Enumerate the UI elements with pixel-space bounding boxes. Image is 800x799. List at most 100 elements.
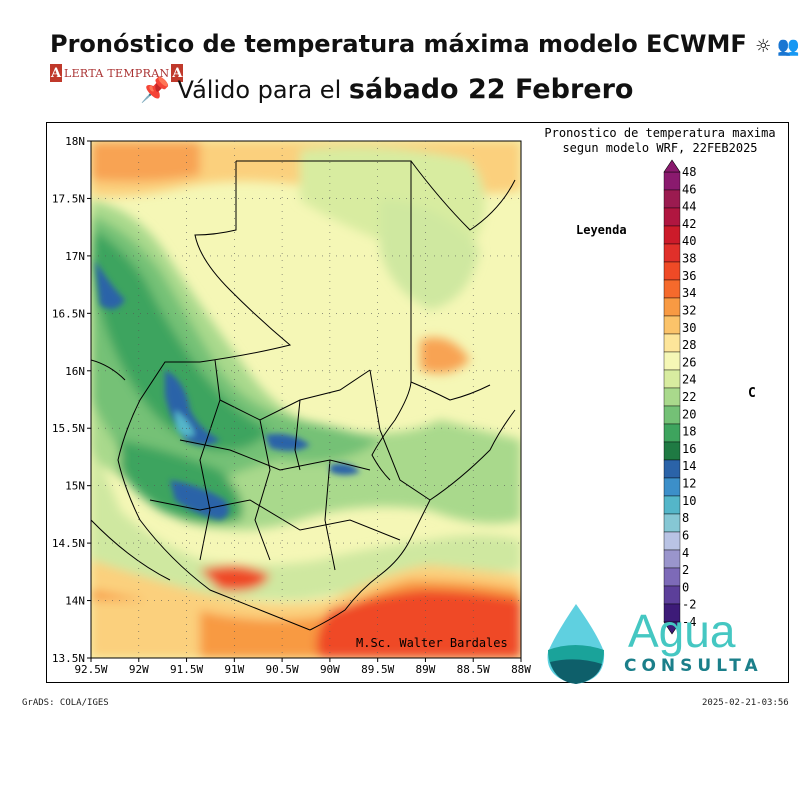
lon-label: 90.5W: [266, 663, 299, 676]
colorbar-swatch: [663, 315, 681, 335]
borders: [91, 160, 516, 631]
lon-label: 88W: [511, 663, 531, 676]
colorbar-swatch: [663, 531, 681, 551]
colorbar-swatch: [663, 225, 681, 245]
colorbar-label: 42: [682, 217, 696, 231]
colorbar-label: 20: [682, 407, 696, 421]
lat-label: 16.5N: [52, 307, 85, 320]
border-belize-south: [410, 381, 491, 401]
field-hot-spot: [200, 566, 270, 591]
colorbar-swatch: [663, 549, 681, 569]
colorbar-label: 36: [682, 269, 696, 283]
colorbar-swatch: [663, 459, 681, 479]
colorbar-label: 48: [682, 165, 696, 179]
lat-label: 15N: [65, 480, 85, 493]
colorbar-swatch: [663, 279, 681, 299]
border-chiapas: [91, 359, 126, 381]
colorbar-label: 6: [682, 528, 689, 542]
title-text: Pronóstico de temperatura máxima modelo …: [50, 30, 747, 58]
colorbar-label: 18: [682, 425, 696, 439]
lon-label: 91W: [224, 663, 244, 676]
border-belize-coast: [410, 160, 516, 231]
field-cool-quetzal: [170, 480, 229, 520]
page-title: Pronóstico de temperatura máxima modelo …: [50, 30, 800, 58]
colorbar-label: 32: [682, 303, 696, 317]
field-light-green-south: [91, 450, 521, 600]
field-warm-caribbean: [420, 337, 470, 374]
colorbar-label: 14: [682, 459, 696, 473]
footer-software: GrADS: COLA/IGES: [22, 698, 109, 708]
footer-timestamp: 2025-02-21-03:56: [702, 698, 789, 708]
dept-line-5: [324, 459, 336, 571]
colorbar-label: 28: [682, 338, 696, 352]
alert-a-icon: A: [171, 64, 184, 82]
colorbar-label: 38: [682, 252, 696, 266]
map-title-line2: segun modelo WRF, 22FEB2025: [562, 141, 758, 155]
colorbar-label: 12: [682, 477, 696, 491]
map-frame: [46, 122, 789, 683]
lat-label: 17.5N: [52, 192, 85, 205]
colorbar-label: 34: [682, 286, 696, 300]
colorbar-swatch: [663, 495, 681, 515]
coast-mexico: [91, 519, 171, 581]
lat-label: 17N: [65, 250, 85, 263]
dept-line-4: [254, 419, 271, 561]
valid-date-line: 📌 Válido para el sábado 22 Febrero: [140, 74, 633, 105]
lat-label: 18N: [65, 135, 85, 148]
field-cool-northwest: [95, 260, 125, 309]
legend-heading: Leyenda: [576, 223, 627, 237]
author-credit: M.Sc. Walter Bardales: [356, 636, 508, 650]
border-honduras: [429, 409, 516, 501]
colorbar-swatch: [663, 405, 681, 425]
field-warm-north-west: [91, 141, 200, 182]
colorbar-label: 4: [682, 546, 689, 560]
colorbar-label: 0: [682, 580, 689, 594]
colorbar-swatch: [663, 243, 681, 263]
colorbar-swatch: [663, 387, 681, 407]
colorbar-swatch: [663, 261, 681, 281]
field-ocean-west: [91, 600, 200, 658]
colorbar-swatch: [663, 513, 681, 533]
colorbar-label: 26: [682, 355, 696, 369]
field-cyan-huehue: [175, 410, 195, 437]
colorbar-label: -4: [682, 615, 696, 629]
lat-label: 16N: [65, 365, 85, 378]
lon-label: 88.5W: [457, 663, 490, 676]
weather-emoji-icons: ☼ 👥🐪: [755, 36, 800, 57]
field-green-north-east: [380, 200, 480, 310]
colorbar-swatch: [663, 369, 681, 389]
colorbar-label: 8: [682, 511, 689, 525]
colorbar-label: 44: [682, 200, 696, 214]
logo-name-bottom: CONSULTA: [624, 656, 763, 676]
colorbar-swatch: [663, 189, 681, 209]
colorbar: 4846444240383634323028262422201816141210…: [663, 159, 696, 635]
colorbar-top-arrow: [663, 159, 681, 173]
field-dark-green: [91, 230, 270, 451]
colorbar-swatch: [663, 351, 681, 371]
plot-border: [90, 140, 522, 659]
colorbar-label: 16: [682, 442, 696, 456]
field-hot-coast: [316, 590, 521, 658]
temperature-field: [91, 141, 521, 658]
colorbar-swatch: [663, 567, 681, 587]
map-title: Pronostico de temperatura maxima segun m…: [530, 126, 790, 156]
colorbar-swatch: [663, 297, 681, 317]
dept-line-3: [149, 499, 401, 541]
alert-logo-text: LERTA TEMPRAN: [64, 66, 170, 80]
dept-line-7: [294, 399, 301, 471]
colorbar-swatch: [663, 441, 681, 461]
lon-axis: 92.5W 92W 91.5W 91W 90.5W 90W 89.5W 89W 88.5W 88W: [74, 141, 531, 676]
colorbar-label: 40: [682, 234, 696, 248]
unit-label: C: [748, 386, 756, 401]
border-el-salvador: [309, 499, 431, 631]
colorbar-swatch: [663, 171, 681, 191]
border-peten: [236, 160, 412, 481]
lon-label: 91.5W: [170, 663, 203, 676]
colorbar-swatch: [663, 207, 681, 227]
field-mid-green: [91, 215, 380, 500]
valid-date: sábado 22 Febrero: [348, 74, 634, 105]
colorbar-label: 46: [682, 182, 696, 196]
colorbar-label: -2: [682, 598, 696, 612]
lat-label: 14N: [65, 595, 85, 608]
lat-label: 13.5N: [52, 652, 85, 665]
